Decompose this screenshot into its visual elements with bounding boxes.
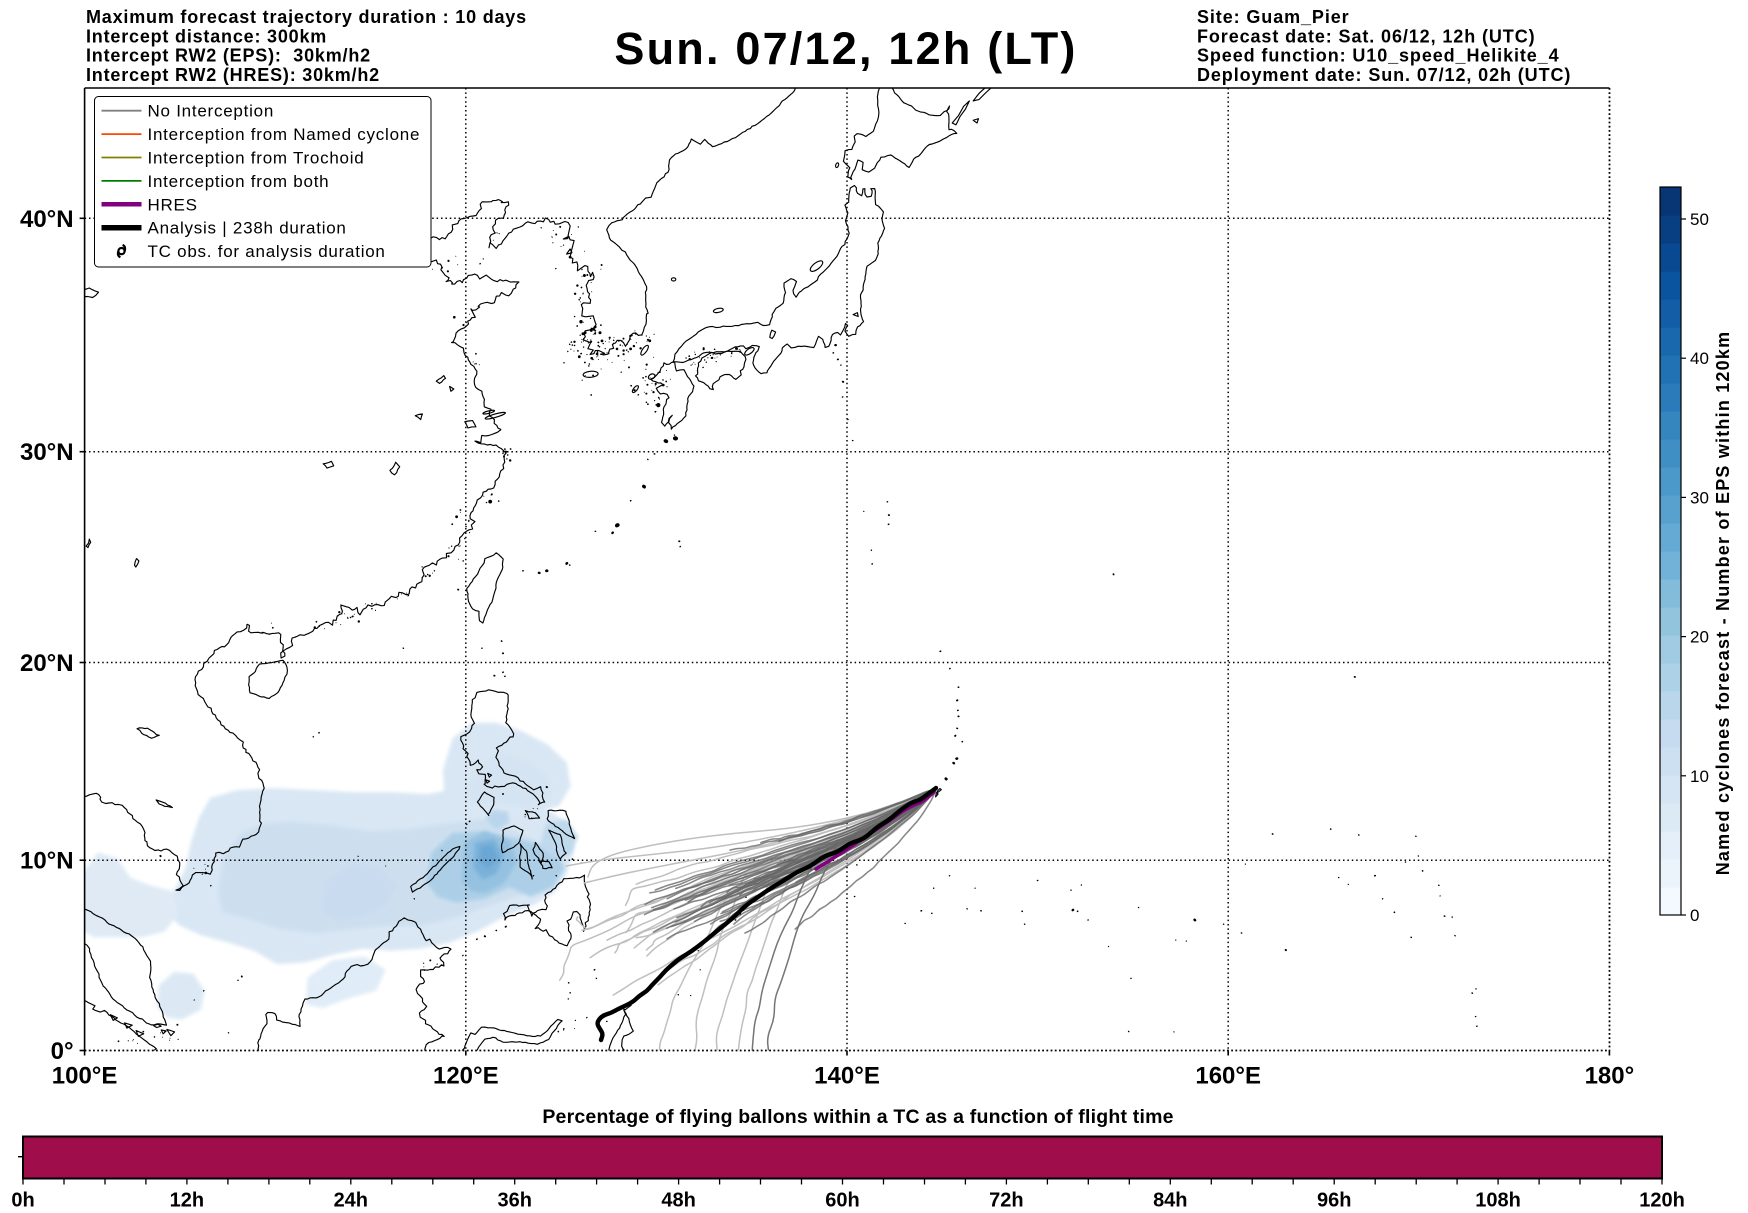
svg-text:12h: 12h — [170, 1190, 204, 1212]
svg-text:72h: 72h — [989, 1190, 1023, 1212]
svg-text:Interception from Trochoid: Interception from Trochoid — [148, 149, 365, 168]
svg-text:30: 30 — [1690, 488, 1709, 507]
svg-text:Percentage of flying ballons w: Percentage of flying ballons within a TC… — [542, 1106, 1173, 1128]
svg-text:Interception from both: Interception from both — [148, 172, 330, 191]
svg-text:40: 40 — [1690, 349, 1709, 368]
svg-text:0°: 0° — [51, 1038, 74, 1065]
svg-text:0: 0 — [1690, 906, 1699, 925]
svg-text:HRES: HRES — [148, 195, 198, 214]
svg-text:10°N: 10°N — [20, 848, 74, 875]
svg-text:Sun. 07/12, 12h (LT): Sun. 07/12, 12h (LT) — [614, 23, 1077, 74]
svg-text:Named cyclones forecast - Numb: Named cyclones forecast - Number of EPS … — [1713, 331, 1733, 876]
svg-text:40°N: 40°N — [20, 206, 74, 233]
svg-text:Interception from Named cyclon: Interception from Named cyclone — [148, 125, 421, 144]
svg-text:140°E: 140°E — [814, 1063, 880, 1090]
svg-text:Intercept RW2 (HRES): 30km/h2: Intercept RW2 (HRES): 30km/h2 — [86, 65, 380, 85]
svg-text:36h: 36h — [497, 1190, 531, 1212]
svg-text:50: 50 — [1690, 210, 1709, 229]
svg-text:No Interception: No Interception — [148, 102, 275, 121]
svg-text:Maximum forecast trajectory du: Maximum forecast trajectory duration : 1… — [86, 7, 527, 27]
svg-text:84h: 84h — [1153, 1190, 1187, 1212]
svg-text:120h: 120h — [1639, 1190, 1685, 1212]
svg-text:48h: 48h — [661, 1190, 695, 1212]
svg-text:60h: 60h — [825, 1190, 859, 1212]
svg-text:Intercept RW2 (EPS): 30km/h2: Intercept RW2 (EPS): 30km/h2 — [86, 46, 371, 66]
svg-text:100°E: 100°E — [52, 1063, 118, 1090]
svg-text:Intercept distance: 300km: Intercept distance: 300km — [86, 26, 327, 46]
svg-text:96h: 96h — [1317, 1190, 1351, 1212]
svg-text:108h: 108h — [1475, 1190, 1521, 1212]
svg-text:160°E: 160°E — [1195, 1063, 1261, 1090]
svg-text:Site: Guam_Pier: Site: Guam_Pier — [1197, 7, 1350, 27]
svg-text:20: 20 — [1690, 628, 1709, 647]
svg-text:20°N: 20°N — [20, 650, 74, 677]
svg-text:Forecast date: Sat. 06/12, 12h: Forecast date: Sat. 06/12, 12h (UTC) — [1197, 26, 1536, 46]
svg-text:TC obs. for analysis duration: TC obs. for analysis duration — [148, 242, 386, 261]
svg-text:30°N: 30°N — [20, 439, 74, 466]
svg-text:10: 10 — [1690, 767, 1709, 786]
svg-text:180°: 180° — [1585, 1063, 1635, 1090]
svg-text:Deployment date: Sun. 07/12, 0: Deployment date: Sun. 07/12, 02h (UTC) — [1197, 65, 1571, 85]
svg-text:Analysis | 238h duration: Analysis | 238h duration — [148, 219, 347, 238]
svg-text:24h: 24h — [334, 1190, 368, 1212]
svg-text:120°E: 120°E — [433, 1063, 499, 1090]
svg-text:Speed function: U10_speed_Heli: Speed function: U10_speed_Helikite_4 — [1197, 46, 1560, 66]
svg-text:0h: 0h — [11, 1190, 34, 1212]
